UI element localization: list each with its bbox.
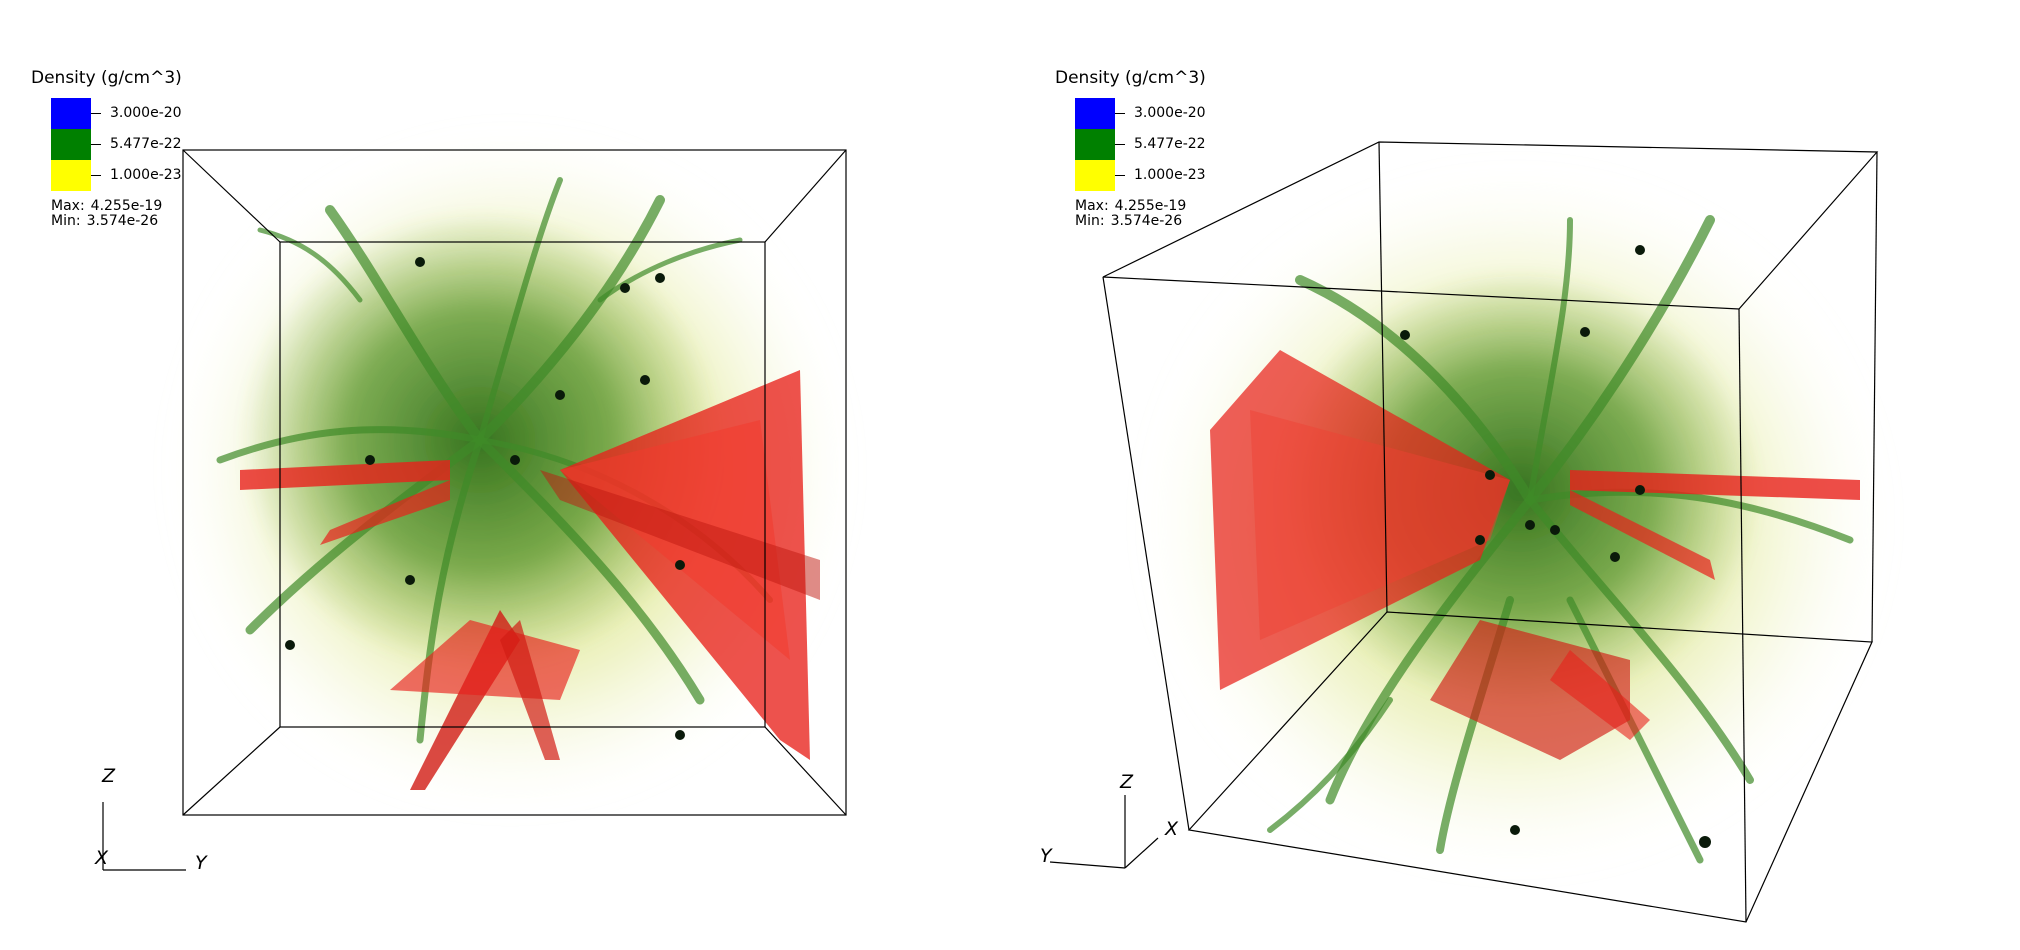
jet-bottom [390,610,580,790]
max-label: Max: [51,198,85,214]
axis-x-label: X [1165,818,1179,840]
axis-x-label: X [95,847,109,869]
max-value: 4.255e-19 [1114,198,1187,214]
bounding-box [1102,141,1879,923]
legend-max: Max: 4.255e-19 [51,198,162,214]
legend-swatch-blue [51,98,91,129]
legend-swatch-green [51,129,91,160]
jet-bottom [1430,620,1650,760]
max-label: Max: [1075,198,1109,214]
jet-left [240,460,450,545]
legend-swatch-yellow [1075,160,1115,191]
right-volume-render [1049,141,1879,923]
legend-tick [91,113,101,114]
axis-y-label: Y [195,852,207,874]
jet-left [1210,350,1510,690]
legend-label: 3.000e-20 [110,105,182,121]
legend-tick [1115,113,1125,114]
legend-max: Max: 4.255e-19 [1075,198,1186,214]
legend-tick [1115,175,1125,176]
left-view-panel: Z X Y Density (g/cm^3) 3.000e-20 5.477e-… [31,68,847,874]
legend-swatch-blue [1075,98,1115,129]
orientation-axes [102,802,186,871]
min-label: Min: [1075,213,1105,229]
sink-particles [1400,245,1711,848]
right-view-panel: Z X Y Density (g/cm^3) 3.000e-20 5.477e-… [1010,0,2020,950]
legend-tick [91,144,101,145]
legend-label: 3.000e-20 [1134,105,1206,121]
axis-y-label: Y [1040,845,1052,867]
legend-label: 1.000e-23 [110,167,182,183]
max-value: 4.255e-19 [90,198,163,214]
legend-label: 1.000e-23 [1134,167,1206,183]
orientation-axes [1049,795,1159,869]
legend-swatch-green [1075,129,1115,160]
legend-tick [91,175,101,176]
bounding-box [182,149,847,816]
legend-title: Density (g/cm^3) [1055,68,1206,88]
legend-title: Density (g/cm^3) [31,68,182,88]
axis-z-label: Z [102,765,116,787]
legend-label: 5.477e-22 [1134,136,1206,152]
legend-label: 5.477e-22 [110,136,182,152]
min-label: Min: [51,213,81,229]
filaments [1267,215,1854,864]
legend-tick [1115,144,1125,145]
min-value: 3.574e-26 [1110,213,1183,229]
min-value: 3.574e-26 [86,213,159,229]
legend-min: Min: 3.574e-26 [1075,213,1182,229]
sink-particles [285,257,685,740]
legend-min: Min: 3.574e-26 [51,213,158,229]
left-volume-render [102,140,847,871]
axis-z-label: Z [1120,771,1134,793]
legend-swatch-yellow [51,160,91,191]
